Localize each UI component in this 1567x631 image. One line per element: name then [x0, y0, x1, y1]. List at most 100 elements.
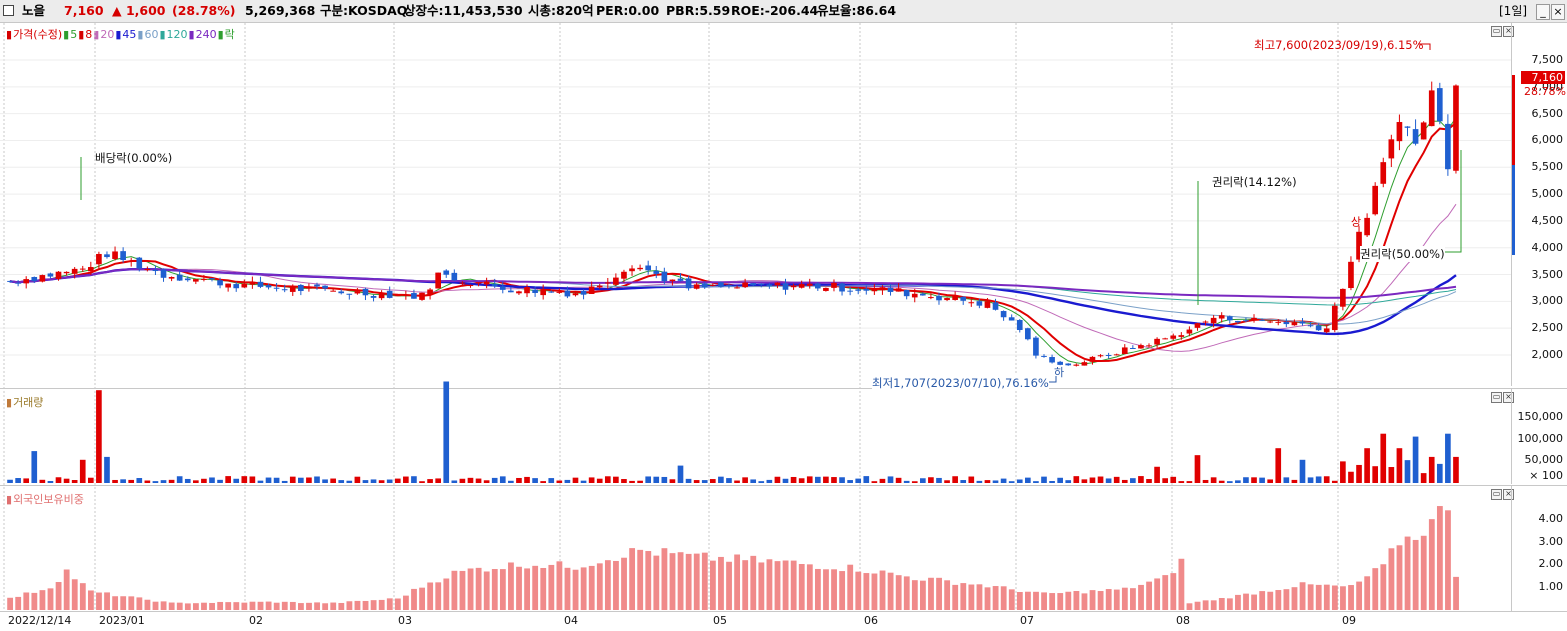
foreign-ratio-bar	[952, 584, 959, 610]
legend-label-3[interactable]: 20	[100, 28, 115, 41]
candle-body	[201, 278, 207, 280]
candle-body	[1073, 364, 1080, 366]
candle-body	[63, 271, 70, 274]
volume-bar	[1121, 479, 1128, 483]
foreign-ratio-bar	[193, 603, 199, 610]
volume-bar	[136, 478, 143, 483]
rights-annotation-2: 권리락(50.00%)	[1360, 246, 1445, 262]
foreign-ratio-bar	[564, 567, 571, 610]
volume-bar	[798, 478, 805, 483]
foreign-ratio-bar	[491, 569, 498, 610]
volume-pane-restore-icon[interactable]: ▭	[1491, 392, 1502, 403]
volume-bar	[887, 476, 894, 483]
candle-body	[298, 284, 304, 292]
foreign-ratio-bar	[1008, 589, 1015, 610]
foreign-ratio-bar	[596, 563, 603, 610]
candle-body	[403, 294, 409, 296]
foreign-ratio-bar	[847, 564, 854, 610]
volume-axis-tick: 50,000	[1524, 453, 1564, 466]
market-type: 구분:KOSDAQ	[320, 3, 408, 18]
foreign-ratio-bar	[508, 562, 514, 610]
foreign-ratio-bar	[1121, 587, 1128, 610]
legend-label-0[interactable]: 가격(수정)	[13, 28, 63, 41]
volume-bar	[1364, 448, 1370, 483]
volume-bar	[1178, 481, 1185, 483]
candle-body	[1275, 321, 1282, 323]
candle-body	[209, 278, 215, 280]
volume-pane-close-icon[interactable]: ×	[1503, 392, 1514, 403]
volume-bar	[508, 480, 514, 483]
foreign-ratio-bar	[217, 601, 224, 610]
volume-bar	[1089, 477, 1096, 483]
select-checkbox[interactable]	[3, 5, 14, 16]
foreign-ratio-bar	[152, 601, 159, 610]
foreign-ratio-bar	[346, 601, 353, 610]
foreign-ratio-bar	[855, 571, 862, 610]
legend-label-1[interactable]: 5	[70, 28, 78, 41]
candle-body	[1000, 311, 1007, 318]
foreign-ratio-bar	[1170, 573, 1177, 610]
candle-body	[1016, 319, 1023, 330]
period-selector[interactable]: [1일]	[1499, 4, 1528, 18]
rights-pointer-2	[1445, 150, 1462, 253]
foreign-ratio-bar	[1340, 586, 1346, 610]
candle-body	[1210, 317, 1217, 324]
candle-body	[168, 277, 175, 279]
foreign-ratio-bar	[992, 586, 999, 610]
listed-shares: 상장수:11,453,530	[404, 3, 523, 18]
candle-body	[653, 270, 660, 274]
volume-bar	[39, 479, 46, 483]
volume-bar	[1210, 477, 1217, 483]
foreign-pane-close-icon[interactable]: ×	[1503, 489, 1514, 500]
volume-bar	[1251, 477, 1257, 483]
candle-body	[1428, 90, 1435, 127]
volume-bar	[782, 478, 789, 483]
minimize-button[interactable]: _	[1536, 4, 1550, 20]
volume-bar	[1105, 478, 1112, 483]
foreign-ratio-bar	[265, 601, 272, 610]
legend-marker-5: ▮	[137, 28, 144, 41]
candle-body	[394, 295, 401, 297]
volume-bar	[330, 478, 336, 483]
foreign-ratio-bar	[249, 601, 256, 610]
foreign-ratio-bar	[467, 568, 474, 610]
foreign-ratio-bar	[701, 552, 708, 610]
candle-body	[984, 301, 991, 308]
reserve-ratio: 유보율:86.64	[817, 3, 897, 18]
legend-marker-6: ▮	[159, 28, 166, 41]
foreign-ratio-bar	[330, 602, 337, 610]
foreign-ratio-bar	[1130, 588, 1136, 610]
volume-bar	[903, 480, 910, 483]
volume-bar	[176, 476, 183, 483]
candle-body	[814, 283, 821, 289]
volume-bar	[1259, 477, 1265, 483]
foreign-ratio-bar	[1251, 594, 1258, 610]
legend-label-6[interactable]: 120	[166, 28, 188, 41]
legend-marker-1: ▮	[63, 28, 70, 41]
foreign-pane-restore-icon[interactable]: ▭	[1491, 489, 1502, 500]
pane-close-icon[interactable]: ×	[1503, 26, 1514, 37]
volume-bar	[653, 476, 660, 483]
legend-label-4[interactable]: 45	[122, 28, 137, 41]
volume-legend-label: 거래량	[13, 396, 44, 409]
close-button[interactable]: ×	[1551, 4, 1565, 20]
volume-bar	[637, 480, 643, 483]
candle-body	[1057, 361, 1063, 365]
candle-body	[1299, 321, 1306, 324]
x-axis-label: 2023/01	[99, 614, 145, 627]
volume-bar	[144, 480, 151, 483]
candle-body	[774, 282, 781, 285]
legend-label-8[interactable]: 락	[224, 28, 235, 41]
pane-restore-icon[interactable]: ▭	[1491, 26, 1502, 37]
volume-bar	[1073, 476, 1080, 483]
legend-label-2[interactable]: 8	[85, 28, 93, 41]
candle-body	[758, 283, 765, 285]
candle-body	[1049, 357, 1055, 363]
candle-body	[322, 285, 328, 289]
legend-label-7[interactable]: 240	[195, 28, 217, 41]
volume-bar	[120, 479, 126, 483]
legend-label-5[interactable]: 60	[144, 28, 159, 41]
candle-body	[669, 279, 676, 282]
foreign-ratio-bar	[289, 601, 296, 610]
